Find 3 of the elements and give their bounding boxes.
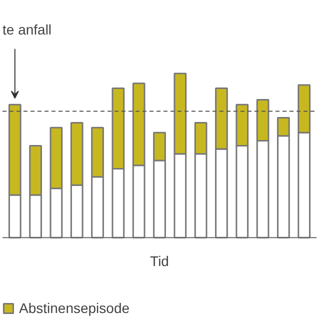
x-axis-title: Tid xyxy=(150,252,169,269)
legend-label: Abstinensepisode xyxy=(19,300,130,316)
text: te anfall xyxy=(2,21,52,38)
